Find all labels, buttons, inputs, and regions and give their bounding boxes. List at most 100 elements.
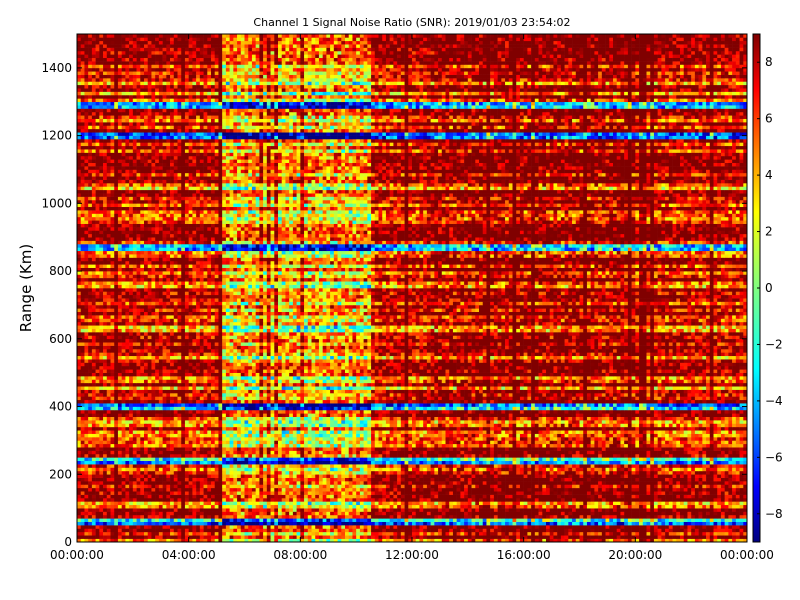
- heatmap-cell: [259, 528, 263, 532]
- heatmap-cell: [524, 498, 528, 502]
- heatmap-cell: [661, 467, 665, 471]
- heatmap-cell: [609, 467, 613, 471]
- heatmap-cell: [516, 525, 520, 529]
- heatmap-cell: [137, 495, 141, 499]
- heatmap-cell: [263, 471, 267, 475]
- heatmap-cell: [356, 535, 360, 539]
- heatmap-cell: [501, 467, 505, 471]
- heatmap-cell: [509, 495, 513, 499]
- heatmap-cell: [438, 498, 442, 502]
- heatmap-cell: [453, 478, 457, 482]
- heatmap-cell: [546, 481, 550, 485]
- heatmap-cell: [624, 535, 628, 539]
- heatmap-cell: [360, 535, 364, 539]
- heatmap-cell: [308, 512, 312, 516]
- heatmap-cell: [356, 478, 360, 482]
- heatmap-cell: [211, 528, 215, 532]
- heatmap-cell: [222, 467, 226, 471]
- heatmap-cell: [438, 508, 442, 512]
- heatmap-cell: [356, 467, 360, 471]
- heatmap-cell: [111, 528, 115, 532]
- heatmap-cell: [673, 471, 677, 475]
- heatmap-cell: [531, 491, 535, 495]
- heatmap-cell: [356, 528, 360, 532]
- heatmap-cell: [114, 478, 118, 482]
- heatmap-cell: [88, 515, 92, 519]
- heatmap-cell: [200, 515, 204, 519]
- heatmap-cell: [360, 471, 364, 475]
- heatmap-cell: [103, 467, 107, 471]
- heatmap-cell: [691, 495, 695, 499]
- heatmap-cell: [639, 491, 643, 495]
- heatmap-cell: [438, 488, 442, 492]
- heatmap-cell: [732, 501, 736, 505]
- heatmap-cell: [405, 505, 409, 509]
- heatmap-cell: [278, 522, 282, 526]
- heatmap-cell: [349, 495, 353, 499]
- heatmap-cell: [736, 481, 740, 485]
- heatmap-cell: [635, 478, 639, 482]
- heatmap-cell: [613, 532, 617, 536]
- heatmap-cell: [628, 471, 632, 475]
- heatmap-cell: [486, 501, 490, 505]
- heatmap-cell: [222, 525, 226, 529]
- heatmap-cell: [464, 495, 468, 499]
- heatmap-cell: [557, 471, 561, 475]
- heatmap-cell: [382, 508, 386, 512]
- heatmap-cell: [204, 478, 208, 482]
- heatmap-cell: [639, 501, 643, 505]
- heatmap-cell: [163, 505, 167, 509]
- heatmap-cell: [196, 532, 200, 536]
- heatmap-cell: [133, 512, 137, 516]
- heatmap-cell: [557, 467, 561, 471]
- heatmap-cell: [632, 498, 636, 502]
- heatmap-cell: [431, 464, 435, 468]
- heatmap-cell: [416, 535, 420, 539]
- heatmap-cell: [602, 478, 606, 482]
- heatmap-cell: [483, 515, 487, 519]
- heatmap-cell: [591, 525, 595, 529]
- heatmap-cell: [527, 481, 531, 485]
- heatmap-cell: [401, 467, 405, 471]
- heatmap-cell: [665, 505, 669, 509]
- heatmap-cell: [304, 464, 308, 468]
- heatmap-cell: [189, 474, 193, 478]
- heatmap-cell: [740, 495, 744, 499]
- heatmap-cell: [438, 535, 442, 539]
- heatmap-cell: [460, 464, 464, 468]
- heatmap-cell: [639, 495, 643, 499]
- heatmap-cell: [557, 525, 561, 529]
- heatmap-cell: [468, 491, 472, 495]
- heatmap-cell: [125, 525, 129, 529]
- heatmap-cell: [259, 474, 263, 478]
- heatmap-cell: [721, 491, 725, 495]
- heatmap-cell: [620, 481, 624, 485]
- heatmap-cell: [732, 515, 736, 519]
- heatmap-cell: [643, 484, 647, 488]
- heatmap-cell: [245, 535, 249, 539]
- heatmap-cell: [687, 478, 691, 482]
- heatmap-cell: [546, 505, 550, 509]
- heatmap-cell: [192, 522, 196, 526]
- heatmap-cell: [125, 535, 129, 539]
- heatmap-cell: [263, 484, 267, 488]
- heatmap-cell: [122, 515, 126, 519]
- heatmap-cell: [315, 501, 319, 505]
- heatmap-cell: [695, 481, 699, 485]
- heatmap-cell: [237, 495, 241, 499]
- heatmap-cell: [535, 518, 539, 522]
- heatmap-cell: [345, 535, 349, 539]
- heatmap-cell: [84, 525, 88, 529]
- heatmap-cell: [483, 464, 487, 468]
- heatmap-cell: [319, 518, 323, 522]
- heatmap-cell: [159, 488, 163, 492]
- heatmap-cell: [252, 532, 256, 536]
- heatmap-cell: [204, 525, 208, 529]
- heatmap-cell: [520, 532, 524, 536]
- heatmap-cell: [483, 478, 487, 482]
- heatmap-cell: [211, 481, 215, 485]
- heatmap-cell: [382, 471, 386, 475]
- heatmap-cell: [438, 484, 442, 488]
- heatmap-cell: [580, 464, 584, 468]
- heatmap-cell: [122, 474, 126, 478]
